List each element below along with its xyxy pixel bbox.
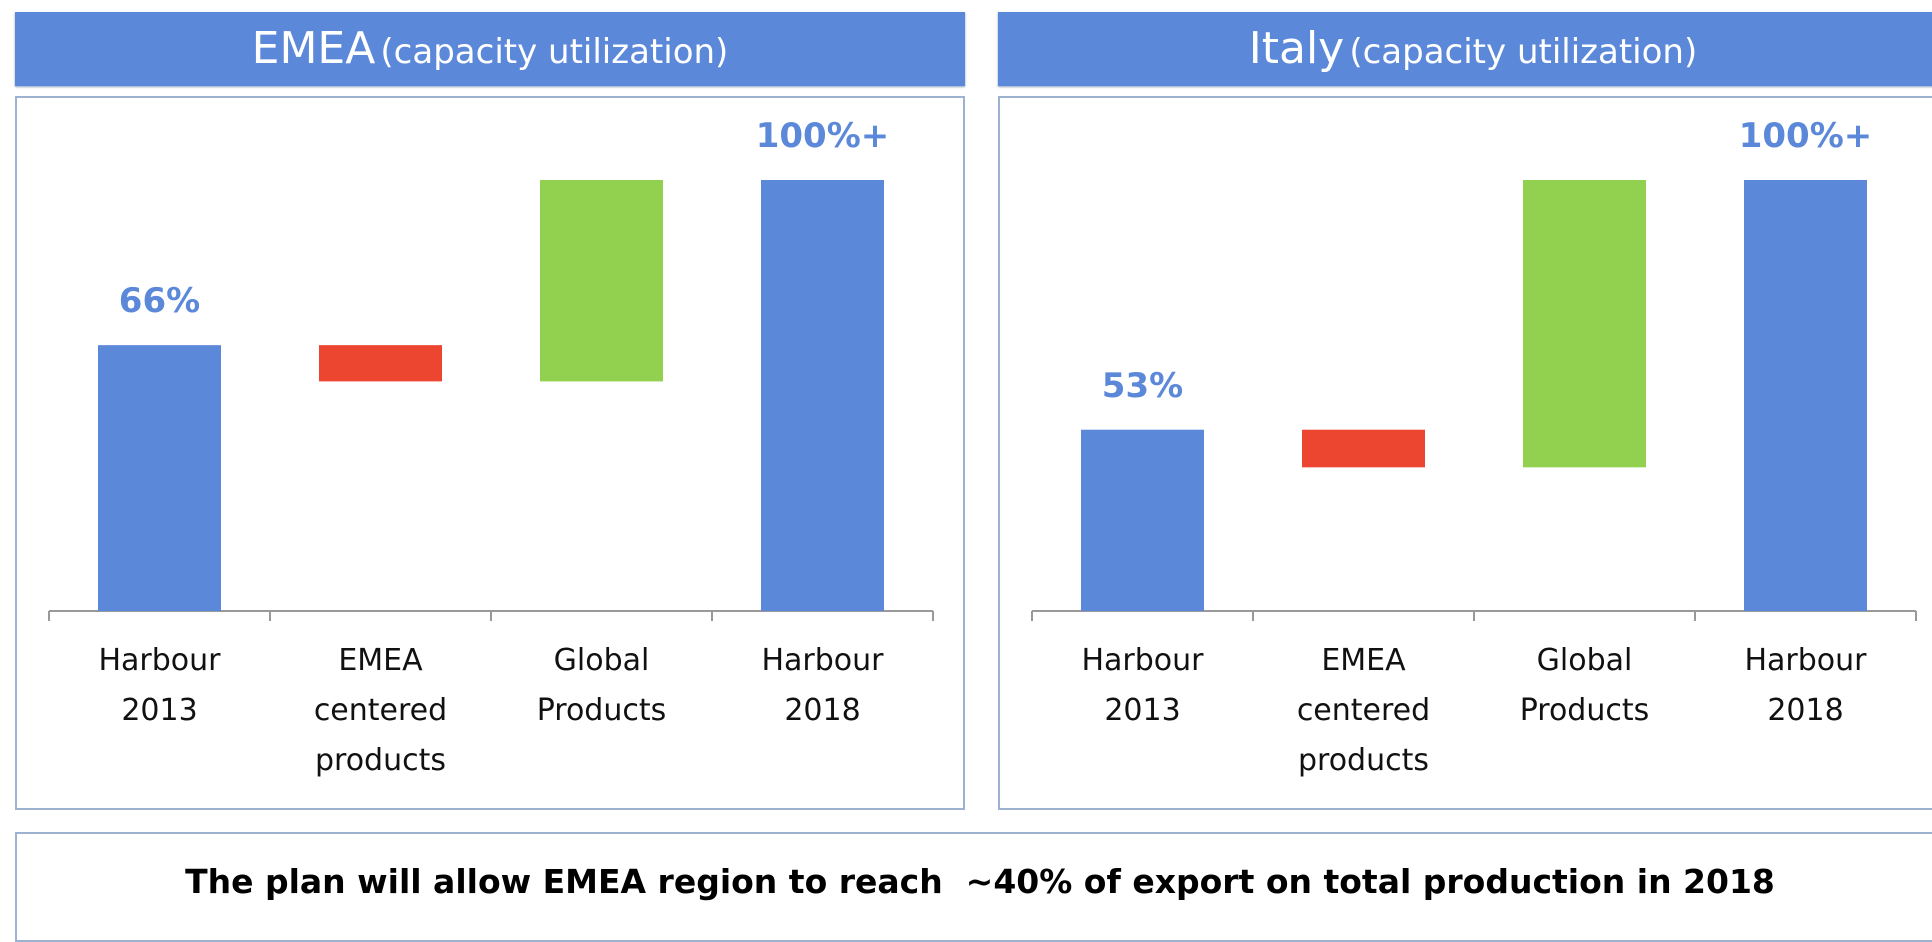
bar [1302, 429, 1425, 468]
bar [1744, 180, 1867, 611]
x-tick-label: Global Products [1519, 643, 1650, 728]
value-label: 100%+ [1738, 116, 1873, 156]
value-label: 100%+ [755, 116, 890, 156]
x-tick-label: Harbour 2018 [1744, 643, 1867, 728]
value-label: 66% [118, 281, 201, 322]
bar [761, 180, 884, 611]
bar [1081, 429, 1204, 611]
x-tick-label: EMEA centered products [1296, 643, 1431, 778]
footer-text: The plan will allow EMEA region to reach… [185, 862, 1775, 901]
bar [98, 345, 221, 611]
panel-box [998, 96, 1932, 810]
bar [319, 345, 442, 382]
panel-header: EMEA (capacity utilization) [15, 12, 965, 86]
x-tick-label: EMEA centered products [313, 643, 448, 778]
panel-header: Italy (capacity utilization) [998, 12, 1932, 86]
x-tick-label: Global Products [536, 643, 667, 728]
panel-box [15, 96, 965, 810]
x-tick-label: Harbour 2018 [761, 643, 884, 728]
panel-title: Italy [1248, 23, 1345, 74]
x-tick-label: Harbour 2013 [98, 643, 221, 728]
panel-subtitle: (capacity utilization) [380, 32, 729, 72]
value-label: 53% [1101, 365, 1184, 406]
bar [1523, 180, 1646, 468]
x-tick-label: Harbour 2013 [1081, 643, 1204, 728]
panel-title: EMEA [251, 23, 376, 74]
bar [540, 180, 663, 382]
panel-subtitle: (capacity utilization) [1349, 32, 1698, 72]
